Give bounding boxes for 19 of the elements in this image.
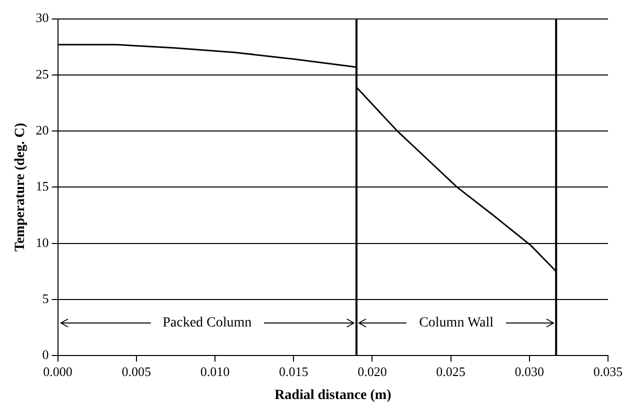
x-tick-label: 0.005 [122,364,152,379]
y-axis-title: Temperature (deg. C) [13,122,28,252]
y-tick-label: 10 [36,234,49,250]
y-tick-label: 30 [36,10,49,26]
x-tick-label: 0.020 [358,364,387,379]
annotation: Packed Column [162,316,252,331]
y-tick-label: 25 [36,66,49,82]
x-tick-label: 0.025 [436,364,466,379]
x-tick-label: 0.000 [43,364,72,379]
annotation: Column Wall [419,316,494,331]
x-tick-label: 0.030 [514,364,544,379]
y-tick-label: 20 [36,122,49,138]
y-tick-label: 0 [42,347,49,362]
x-axis-title: Radial distance (m) [274,388,392,404]
y-tick-label: 15 [36,178,49,194]
x-tick-label: 0.010 [200,364,230,379]
x-tick-label: 0.035 [593,364,623,379]
y-tick-label: 5 [42,290,49,306]
x-tick-label: 0.015 [278,364,308,379]
